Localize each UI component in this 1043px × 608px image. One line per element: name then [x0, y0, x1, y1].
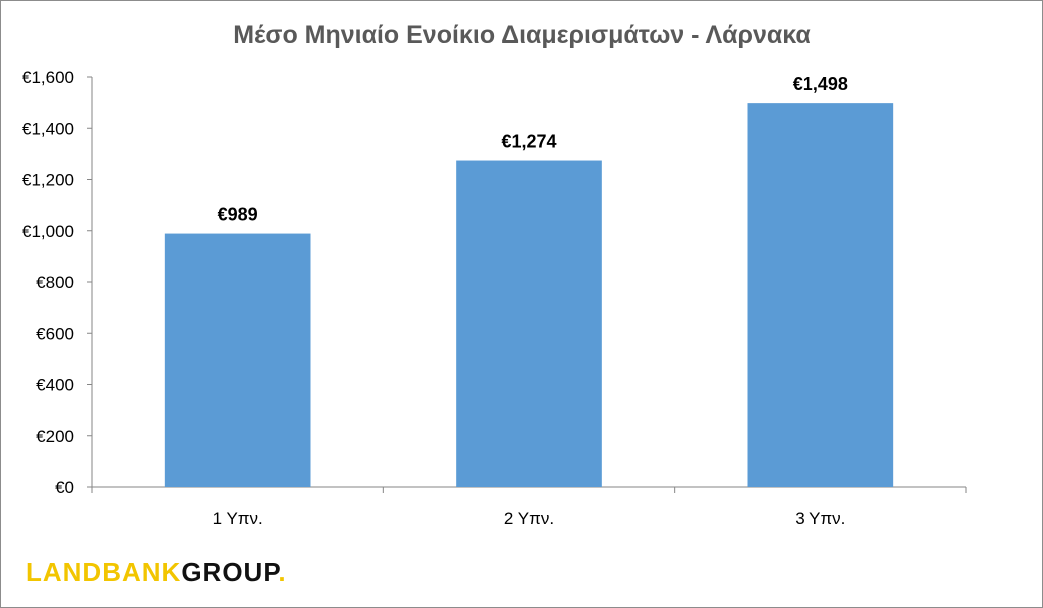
chart-title: Μέσο Μηνιαίο Ενοίκιο Διαμερισμάτων - Λάρ…: [233, 21, 811, 49]
y-tick-label: €600: [36, 324, 74, 343]
logo-part-2: GROUP: [181, 557, 279, 587]
logo-dot: .: [278, 557, 287, 587]
y-tick-label: €1,000: [22, 222, 74, 241]
y-tick-label: €1,400: [22, 119, 74, 138]
y-tick-label: €200: [36, 427, 74, 446]
y-tick-label: €1,200: [22, 171, 74, 190]
logo-part-1: LANDBANK: [26, 557, 182, 587]
value-labels: €989 €1,274 €1,498: [218, 74, 848, 224]
x-tick-label: 1 Υπν.: [213, 509, 263, 528]
y-tick-label: €400: [36, 376, 74, 395]
bar: [747, 103, 894, 487]
y-tick-label: €1,600: [22, 68, 74, 87]
data-label: €1,498: [793, 74, 848, 94]
bar: [164, 233, 311, 487]
data-label: €1,274: [501, 132, 556, 152]
data-label: €989: [218, 205, 258, 225]
x-tick-label: 2 Υπν.: [504, 509, 554, 528]
y-tick-label: €0: [55, 478, 74, 497]
bar: [456, 160, 602, 487]
x-axis: 1 Υπν. 2 Υπν. 3 Υπν.: [91, 486, 967, 528]
x-tick-label: 3 Υπν.: [795, 509, 845, 528]
y-tick-label: €800: [36, 273, 74, 292]
landbank-group-logo: LANDBANKGROUP.: [26, 558, 287, 586]
bars: [164, 103, 894, 487]
y-axis: €0 €200 €400 €600 €800 €1,000 €1,200 €1,400 €1,6…: [22, 68, 93, 497]
